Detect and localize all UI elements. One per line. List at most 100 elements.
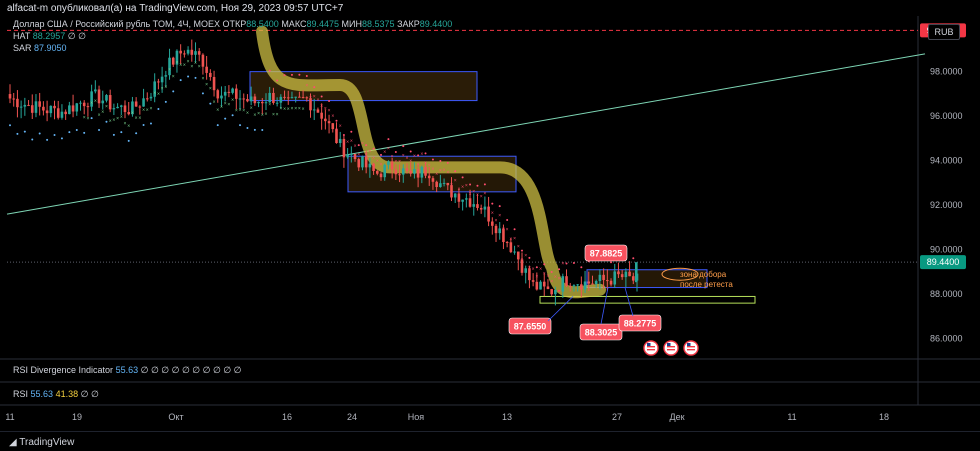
sar-dot [127, 139, 130, 142]
hat-cross: × [120, 115, 123, 121]
highlighter-path[interactable] [256, 25, 606, 299]
candle-body [350, 153, 353, 155]
hat-cross: × [101, 110, 104, 116]
candle-body [145, 98, 149, 100]
hat-cross: × [220, 105, 223, 111]
candle-body [338, 138, 342, 144]
candle-body [424, 166, 427, 176]
sar-dot [506, 219, 509, 222]
hat-cross: × [157, 91, 160, 97]
hat-cross: × [316, 97, 319, 103]
legend-hat[interactable]: HAT 88.2957 ∅ ∅ [13, 31, 86, 42]
sar-dot [16, 132, 19, 135]
sar-dot [157, 108, 160, 111]
candle-body [316, 109, 320, 113]
candle-body [301, 97, 305, 99]
sar-dot [276, 79, 279, 82]
currency-button[interactable]: RUB [928, 24, 960, 40]
us-flag-icon-stripe [687, 349, 695, 351]
sar-dot [305, 74, 308, 77]
hat-cross: × [283, 106, 286, 112]
legend-close-value: 89.4400 [419, 19, 453, 29]
candle-body [253, 96, 257, 104]
candle-body [294, 96, 297, 98]
candle-body [583, 281, 587, 290]
hat-cross: × [554, 275, 557, 281]
trendline[interactable] [6, 53, 926, 215]
candle-body [286, 97, 290, 99]
us-flag-icon-canton [687, 343, 691, 346]
rsi-divergence-legend[interactable]: RSI Divergence Indicator 55.63 ∅ ∅ ∅ ∅ ∅… [13, 365, 242, 376]
sar-dot [31, 138, 34, 141]
sar-dot [290, 73, 293, 76]
hat-cross: × [387, 146, 390, 152]
tradingview-logo[interactable]: ◢ TradingView [9, 437, 74, 448]
candle-body [242, 98, 246, 100]
x-tick-label: 27 [612, 412, 622, 422]
hat-cross: × [302, 106, 305, 112]
sar-dot [135, 132, 138, 135]
us-flag-icon-canton [667, 343, 671, 346]
candle-body [164, 75, 168, 77]
candle-body [591, 283, 594, 285]
rsi-legend[interactable]: RSI 55.63 41.38 ∅ ∅ [13, 389, 99, 400]
candle-body [468, 198, 472, 207]
candle-body [357, 159, 361, 168]
hat-cross: × [168, 67, 171, 73]
candle-body [513, 251, 516, 253]
candle-body [535, 281, 539, 290]
candle-body [298, 96, 301, 98]
sar-dot [498, 205, 501, 208]
candle-body [157, 81, 160, 83]
candle-body [101, 100, 105, 104]
rsi-extra: ∅ ∅ [80, 389, 99, 399]
candle-body [427, 175, 431, 179]
hat-cross: × [469, 191, 472, 197]
candle-body [606, 280, 609, 282]
candle-body [38, 101, 41, 107]
hat-cross: × [239, 108, 242, 114]
hat-cross: × [112, 117, 115, 123]
candle-body [71, 105, 75, 112]
sar-dot [231, 114, 234, 117]
candle-body [327, 121, 331, 124]
callout-pointer [547, 296, 574, 322]
candle-body [483, 206, 487, 210]
candle-body [149, 96, 153, 99]
hat-cross: × [461, 184, 464, 190]
x-tick-label: 13 [502, 412, 512, 422]
candle-body [487, 206, 490, 222]
x-tick-label: Ноя [408, 412, 425, 422]
hat-cross: × [246, 110, 249, 116]
candle-body [476, 204, 479, 208]
rsi-value1: 55.63 [30, 389, 54, 399]
legend-close-label: ЗАКР [397, 19, 420, 29]
chart-grid [0, 16, 980, 406]
candle-body [557, 290, 561, 292]
candle-body [561, 276, 565, 292]
candle-body [153, 81, 156, 97]
candle-body [520, 259, 524, 273]
hat-cross: × [131, 111, 134, 117]
x-tick-label: 11 [5, 412, 14, 422]
candle-body [550, 289, 553, 295]
sar-dot [610, 261, 613, 264]
callout-low1-text: 87.6550 [514, 322, 547, 332]
hat-cross: × [138, 116, 141, 122]
hat-cross: × [153, 91, 156, 97]
legend-sar[interactable]: SAR 87.9050 [13, 43, 67, 53]
hat-cross: × [528, 265, 531, 271]
note-text-line2: после ретеста [680, 280, 733, 289]
hat-cross: × [198, 64, 201, 70]
candle-body [580, 284, 583, 290]
candle-body [568, 285, 572, 287]
legend-high-label: МАКС [281, 19, 307, 29]
sar-dot [23, 130, 26, 133]
sar-dot [239, 124, 242, 127]
candle-body [491, 221, 494, 226]
price-callouts: 87.8825 87.6550 88.3025 88.2775 зона доборап… [508, 244, 733, 341]
callout-low3-text: 88.2775 [624, 319, 657, 329]
sar-dot [417, 154, 420, 157]
candle-body [598, 274, 602, 282]
x-tick-label: 11 [787, 412, 796, 422]
